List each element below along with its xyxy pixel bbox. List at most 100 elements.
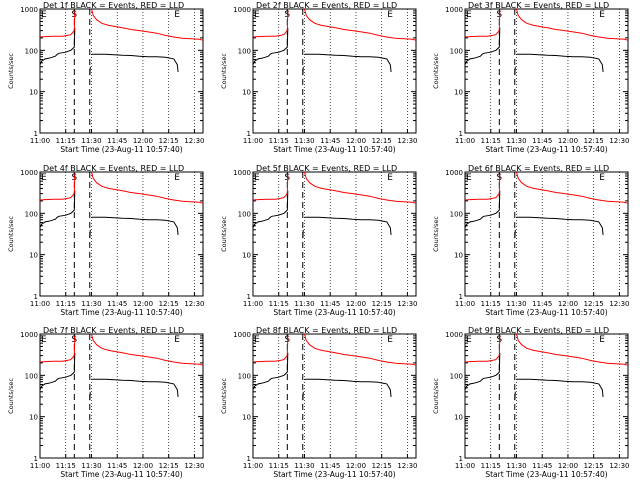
marker-e: E [599,10,605,20]
y-tick-label: 100 [238,47,251,55]
x-tick-label: 11:15 [269,462,289,470]
y-tick-label: 100 [238,372,251,380]
x-tick-label: 12:15 [159,462,179,470]
x-tick-label: 11:45 [107,300,127,308]
x-tick-label: 12:30 [184,137,204,145]
x-tick-label: 11:00 [455,137,475,145]
x-tick-label: 11:45 [320,137,340,145]
series-lld-line [252,173,289,201]
plot-frame [464,8,629,134]
marker-e: E [254,335,260,345]
y-tick-label: 10 [29,252,38,260]
x-tick-label: 12:15 [372,462,392,470]
marker-e: E [174,10,180,20]
x-tick-label: 12:15 [159,137,179,145]
x-axis-label: Start Time (23-Aug-11 10:57:40) [60,308,182,317]
y-tick-label: 10 [454,252,463,260]
x-tick-label: 12:30 [397,462,417,470]
panel-det-5f: Det 5f BLACK = Events, RED = LLD 1 10 100 10… [220,164,418,317]
marker-e: E [41,10,47,20]
x-tick-label: 11:30 [294,300,314,308]
x-tick-label: 12:00 [346,462,366,470]
panel-det-4f: Det 4f BLACK = Events, RED = LLD 1 10 100 10… [7,164,205,317]
x-tick-label: 11:45 [532,462,552,470]
x-tick-label: 11:45 [532,300,552,308]
series-lld-line [304,333,417,366]
plot-frame [464,333,629,459]
series-lld-line [304,171,417,204]
y-tick-label: 10 [29,89,38,97]
y-axis-label: Counts/sec [432,378,440,414]
series-events-line [514,229,516,239]
x-tick-label: 11:45 [320,300,340,308]
series-events-line [252,352,289,390]
x-tick-label: 11:00 [30,137,50,145]
panel-title: Det 6f BLACK = Events, RED = LLD [468,164,609,173]
y-tick-label: 1 [34,455,38,463]
x-tick-label: 12:30 [397,300,417,308]
panel-title: Det 5f BLACK = Events, RED = LLD [256,164,397,173]
panel-title: Det 1f BLACK = Events, RED = LLD [43,1,184,10]
x-tick-label: 11:30 [506,137,526,145]
x-tick-label: 11:30 [294,137,314,145]
x-tick-label: 11:15 [481,462,501,470]
x-axis-label: Start Time (23-Aug-11 10:57:40) [485,308,607,317]
x-tick-label: 12:15 [584,137,604,145]
marker-e: E [599,335,605,345]
series-events-line [516,53,604,72]
x-tick-label: 12:30 [397,137,417,145]
panel-title: Det 8f BLACK = Events, RED = LLD [256,326,397,335]
marker-e: E [466,335,472,345]
panel-det-3f: Det 3f BLACK = Events, RED = LLD 1 10 100 10… [432,1,630,154]
marker-e: E [254,10,260,20]
y-tick-label: 10 [242,252,251,260]
series-events-line [39,190,76,228]
series-lld-line [91,333,204,366]
x-tick-label: 11:45 [320,462,340,470]
y-tick-label: 1 [247,130,251,138]
x-tick-label: 11:15 [481,300,501,308]
y-tick-label: 10 [454,89,463,97]
x-axis-label: Start Time (23-Aug-11 10:57:40) [485,470,607,479]
series-events-line [302,391,304,401]
y-tick-label: 100 [450,47,463,55]
x-tick-label: 11:30 [294,462,314,470]
x-tick-label: 12:15 [584,462,604,470]
marker-e: E [254,173,260,183]
x-tick-label: 12:30 [184,300,204,308]
series-events-line [39,27,76,65]
y-tick-label: 1 [459,455,463,463]
x-tick-label: 12:15 [159,300,179,308]
x-tick-label: 12:30 [609,300,629,308]
series-events-line [514,391,516,401]
series-events-line [304,53,392,72]
y-tick-label: 1000 [20,6,38,14]
marker-e: E [466,173,472,183]
x-tick-label: 11:15 [56,462,76,470]
series-events-line [464,190,501,228]
x-tick-label: 11:00 [455,300,475,308]
series-lld-line [516,171,629,204]
x-tick-label: 11:00 [243,300,263,308]
marker-e: E [599,173,605,183]
series-events-line [252,190,289,228]
x-tick-label: 11:00 [243,462,263,470]
series-events-line [516,378,604,397]
series-events-line [89,391,91,401]
series-lld-line [91,8,204,41]
plot-frame [252,171,417,297]
x-tick-label: 11:15 [269,300,289,308]
series-lld-line [252,10,289,38]
panel-title: Det 3f BLACK = Events, RED = LLD [468,1,609,10]
y-tick-label: 10 [29,414,38,422]
marker-e: E [466,10,472,20]
x-tick-label: 11:30 [506,300,526,308]
y-tick-label: 1 [34,130,38,138]
panel-det-2f: Det 2f BLACK = Events, RED = LLD 1 10 100 10… [220,1,418,154]
series-lld-line [464,10,501,38]
x-tick-label: 11:30 [81,300,101,308]
x-tick-label: 11:30 [81,137,101,145]
x-tick-label: 11:00 [243,137,263,145]
y-tick-label: 1 [247,293,251,301]
